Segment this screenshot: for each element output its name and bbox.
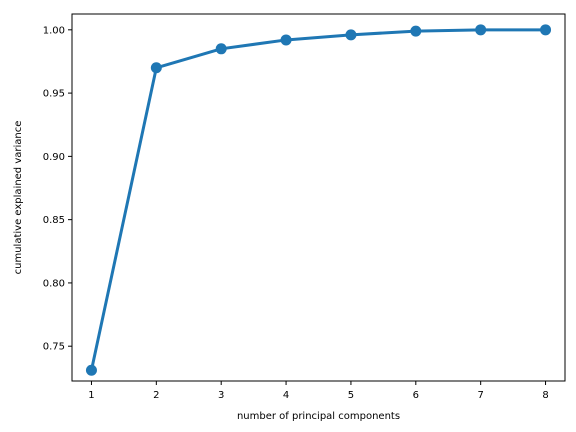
x-tick-label: 7: [477, 390, 483, 401]
plot-area: [72, 14, 565, 381]
series-line: [89, 28, 548, 372]
x-tick-label: 4: [283, 390, 289, 401]
y-axis-ticks: 0.75 0.80 0.85 0.90 0.95 1.00: [43, 25, 72, 353]
y-axis-label: cumulative explained variance: [13, 121, 24, 275]
y-tick-label: 0.95: [43, 89, 65, 100]
x-tick-label: 1: [88, 390, 94, 401]
y-tick-label: 0.80: [43, 278, 65, 289]
y-tick-label: 0.75: [43, 342, 65, 353]
y-tick-label: 0.90: [43, 152, 65, 163]
x-tick-label: 6: [413, 390, 419, 401]
series-group: [85, 24, 552, 376]
data-point: [150, 62, 162, 74]
data-point: [410, 25, 422, 37]
x-axis-ticks: 1 2 3 4 5 6 7 8: [88, 381, 549, 401]
data-point: [280, 34, 292, 46]
data-point: [540, 24, 552, 36]
x-tick-label: 8: [542, 390, 548, 401]
data-point: [85, 364, 97, 376]
x-tick-label: 2: [153, 390, 159, 401]
data-point: [345, 29, 357, 41]
data-point: [215, 43, 227, 55]
data-point: [475, 24, 487, 36]
axes-frame: [71, 13, 566, 382]
x-axis-label: number of principal components: [237, 411, 400, 422]
y-tick-label: 1.00: [43, 25, 65, 36]
x-tick-label: 3: [218, 390, 224, 401]
y-tick-label: 0.85: [43, 215, 65, 226]
x-tick-label: 5: [348, 390, 354, 401]
